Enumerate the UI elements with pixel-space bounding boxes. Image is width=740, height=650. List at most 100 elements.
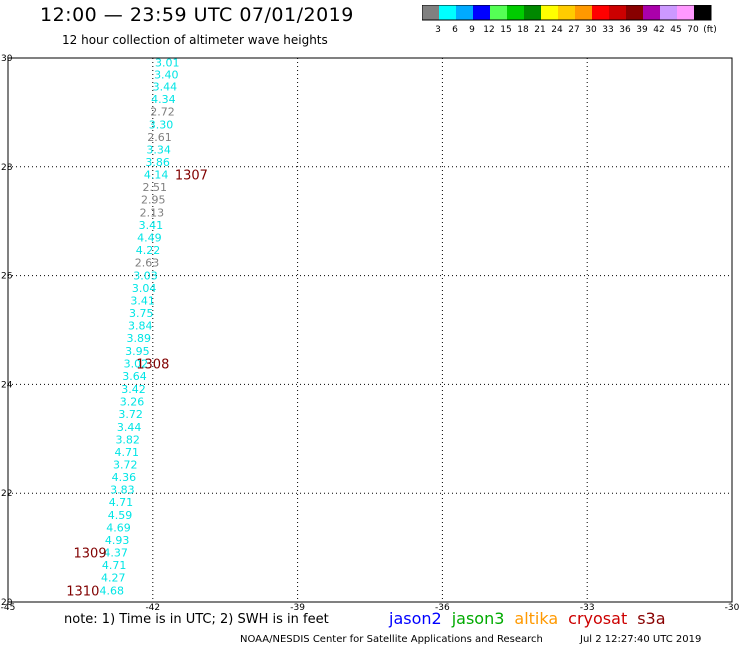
colorbar-frame bbox=[422, 5, 712, 21]
time-label: 1307 bbox=[175, 168, 208, 183]
satellite-legend-item: cryosat bbox=[568, 609, 628, 628]
x-tick-label: -30 bbox=[725, 603, 740, 612]
wave-height-point: 4.36 bbox=[112, 471, 137, 484]
wave-height-point: 3.41 bbox=[130, 295, 155, 308]
colorbar-label: 24 bbox=[551, 25, 563, 35]
wave-height-point: 3.86 bbox=[145, 156, 170, 169]
colorbar-label: (ft) bbox=[703, 25, 717, 35]
wave-height-point: 4.68 bbox=[100, 585, 125, 598]
colorbar-swatch bbox=[609, 5, 626, 20]
x-tick-label: -36 bbox=[435, 603, 450, 612]
wave-height-point: 2.13 bbox=[140, 206, 165, 219]
wave-height-point: 3.89 bbox=[127, 332, 152, 345]
y-tick-label: 26 bbox=[1, 272, 13, 282]
colorbar-swatch bbox=[575, 5, 592, 20]
colorbar-swatch bbox=[660, 5, 677, 20]
colorbar-label: 18 bbox=[517, 25, 529, 35]
wave-height-point: 3.34 bbox=[146, 143, 171, 156]
wave-height-point: 3.83 bbox=[110, 483, 135, 496]
colorbar-label: 15 bbox=[500, 25, 511, 35]
color-scale-legend: 3 6 9 12 15 18 21 24 27 30 33 36 39 42 45 70 (ft) bbox=[422, 5, 717, 35]
wave-height-point: 4.69 bbox=[106, 521, 131, 534]
satellite-legend-item: s3a bbox=[637, 609, 666, 628]
colorbar-swatch bbox=[694, 5, 711, 20]
colorbar-label: 33 bbox=[602, 25, 613, 35]
colorbar-swatch bbox=[677, 5, 694, 20]
wave-height-point: 4.71 bbox=[102, 559, 127, 572]
colorbar-label: 45 bbox=[670, 25, 681, 35]
wave-height-point: 4.34 bbox=[151, 93, 176, 106]
wave-height-point: 2.72 bbox=[150, 105, 175, 118]
wave-height-point: 3.26 bbox=[120, 395, 145, 408]
wave-height-point: 3.75 bbox=[129, 307, 154, 320]
y-tick-label: 30 bbox=[1, 54, 13, 64]
page-title: 12:00 — 23:59 UTC 07/01/2019 bbox=[40, 4, 354, 26]
satellite-legend-item: altika bbox=[514, 609, 559, 628]
wave-height-point: 3.02 bbox=[124, 358, 149, 371]
wave-height-point: 3.40 bbox=[154, 68, 179, 81]
wave-height-point: 3.72 bbox=[113, 458, 138, 471]
wave-height-point: 3.30 bbox=[149, 118, 174, 131]
colorbar-label: 30 bbox=[585, 25, 597, 35]
wave-height-point: 3.03 bbox=[133, 270, 158, 283]
wave-height-point: 3.82 bbox=[115, 433, 140, 446]
wave-height-point: 3.04 bbox=[132, 282, 157, 295]
x-tick-label: -45 bbox=[1, 603, 16, 612]
wave-height-point: 4.59 bbox=[108, 509, 133, 522]
colorbar-swatch bbox=[473, 5, 490, 20]
colorbar-label: 12 bbox=[483, 25, 494, 35]
time-label: 1309 bbox=[74, 546, 107, 561]
wave-height-point: 2.63 bbox=[135, 257, 160, 270]
wave-height-point: 3.72 bbox=[118, 408, 143, 421]
colorbar-label: 39 bbox=[636, 25, 648, 35]
colorbar-swatch bbox=[541, 5, 558, 20]
y-tick-label: 24 bbox=[1, 380, 13, 390]
wave-height-point: 4.27 bbox=[101, 572, 126, 585]
footnote: note: 1) Time is in UTC; 2) SWH is in fe… bbox=[64, 612, 329, 627]
wave-height-point: 3.41 bbox=[139, 219, 164, 232]
colorbar-label: 3 bbox=[435, 25, 441, 35]
wave-height-point: 4.37 bbox=[103, 546, 128, 559]
wave-height-point: 2.51 bbox=[142, 181, 167, 194]
colorbar-swatch bbox=[422, 5, 439, 20]
colorbar-label: 36 bbox=[619, 25, 631, 35]
satellite-legend-item: jason3 bbox=[451, 609, 505, 628]
wave-height-point: 4.93 bbox=[105, 534, 130, 547]
time-label: 1310 bbox=[66, 585, 99, 600]
wave-height-point: 4.14 bbox=[144, 168, 169, 181]
colorbar-label: 9 bbox=[469, 25, 475, 35]
wave-height-point: 3.44 bbox=[117, 421, 142, 434]
colorbar-label: 21 bbox=[534, 25, 545, 35]
colorbar-swatch bbox=[558, 5, 575, 20]
x-tick-label: -33 bbox=[580, 603, 595, 612]
colorbar-swatch bbox=[643, 5, 660, 20]
wave-height-point: 2.95 bbox=[141, 193, 166, 206]
plot-frame bbox=[7, 57, 733, 603]
y-tick-label: 20 bbox=[1, 598, 13, 608]
wave-height-point: 3.42 bbox=[121, 383, 146, 396]
wave-height-point: 3.64 bbox=[122, 370, 147, 383]
time-label: 1308 bbox=[136, 358, 169, 373]
x-tick-label: -42 bbox=[145, 603, 160, 612]
colorbar-swatch bbox=[626, 5, 643, 20]
wave-height-point: 4.49 bbox=[137, 232, 162, 245]
colorbar-swatch bbox=[592, 5, 609, 20]
colorbar-swatch bbox=[490, 5, 507, 20]
colorbar-swatch bbox=[524, 5, 541, 20]
colorbar-swatch bbox=[507, 5, 524, 20]
wave-height-point: 4.71 bbox=[109, 496, 134, 509]
y-tick-label: 22 bbox=[1, 489, 12, 499]
colorbar-label: 6 bbox=[452, 25, 458, 35]
wave-height-point: 3.44 bbox=[153, 80, 178, 93]
wave-height-point: 3.84 bbox=[128, 320, 153, 333]
colorbar-swatch bbox=[439, 5, 456, 20]
wave-height-point: 4.71 bbox=[114, 446, 139, 459]
wave-height-point: 4.22 bbox=[136, 244, 161, 257]
satellite-legend: jason2 jason3 altika cryosat s3a bbox=[389, 609, 676, 628]
generated-timestamp: Jul 2 12:27:40 UTC 2019 bbox=[580, 634, 702, 645]
colorbar-swatch bbox=[456, 5, 473, 20]
wave-height-point: 3.01 bbox=[155, 56, 180, 69]
wave-height-point: 3.95 bbox=[125, 345, 150, 358]
page-subtitle: 12 hour collection of altimeter wave hei… bbox=[62, 33, 328, 47]
